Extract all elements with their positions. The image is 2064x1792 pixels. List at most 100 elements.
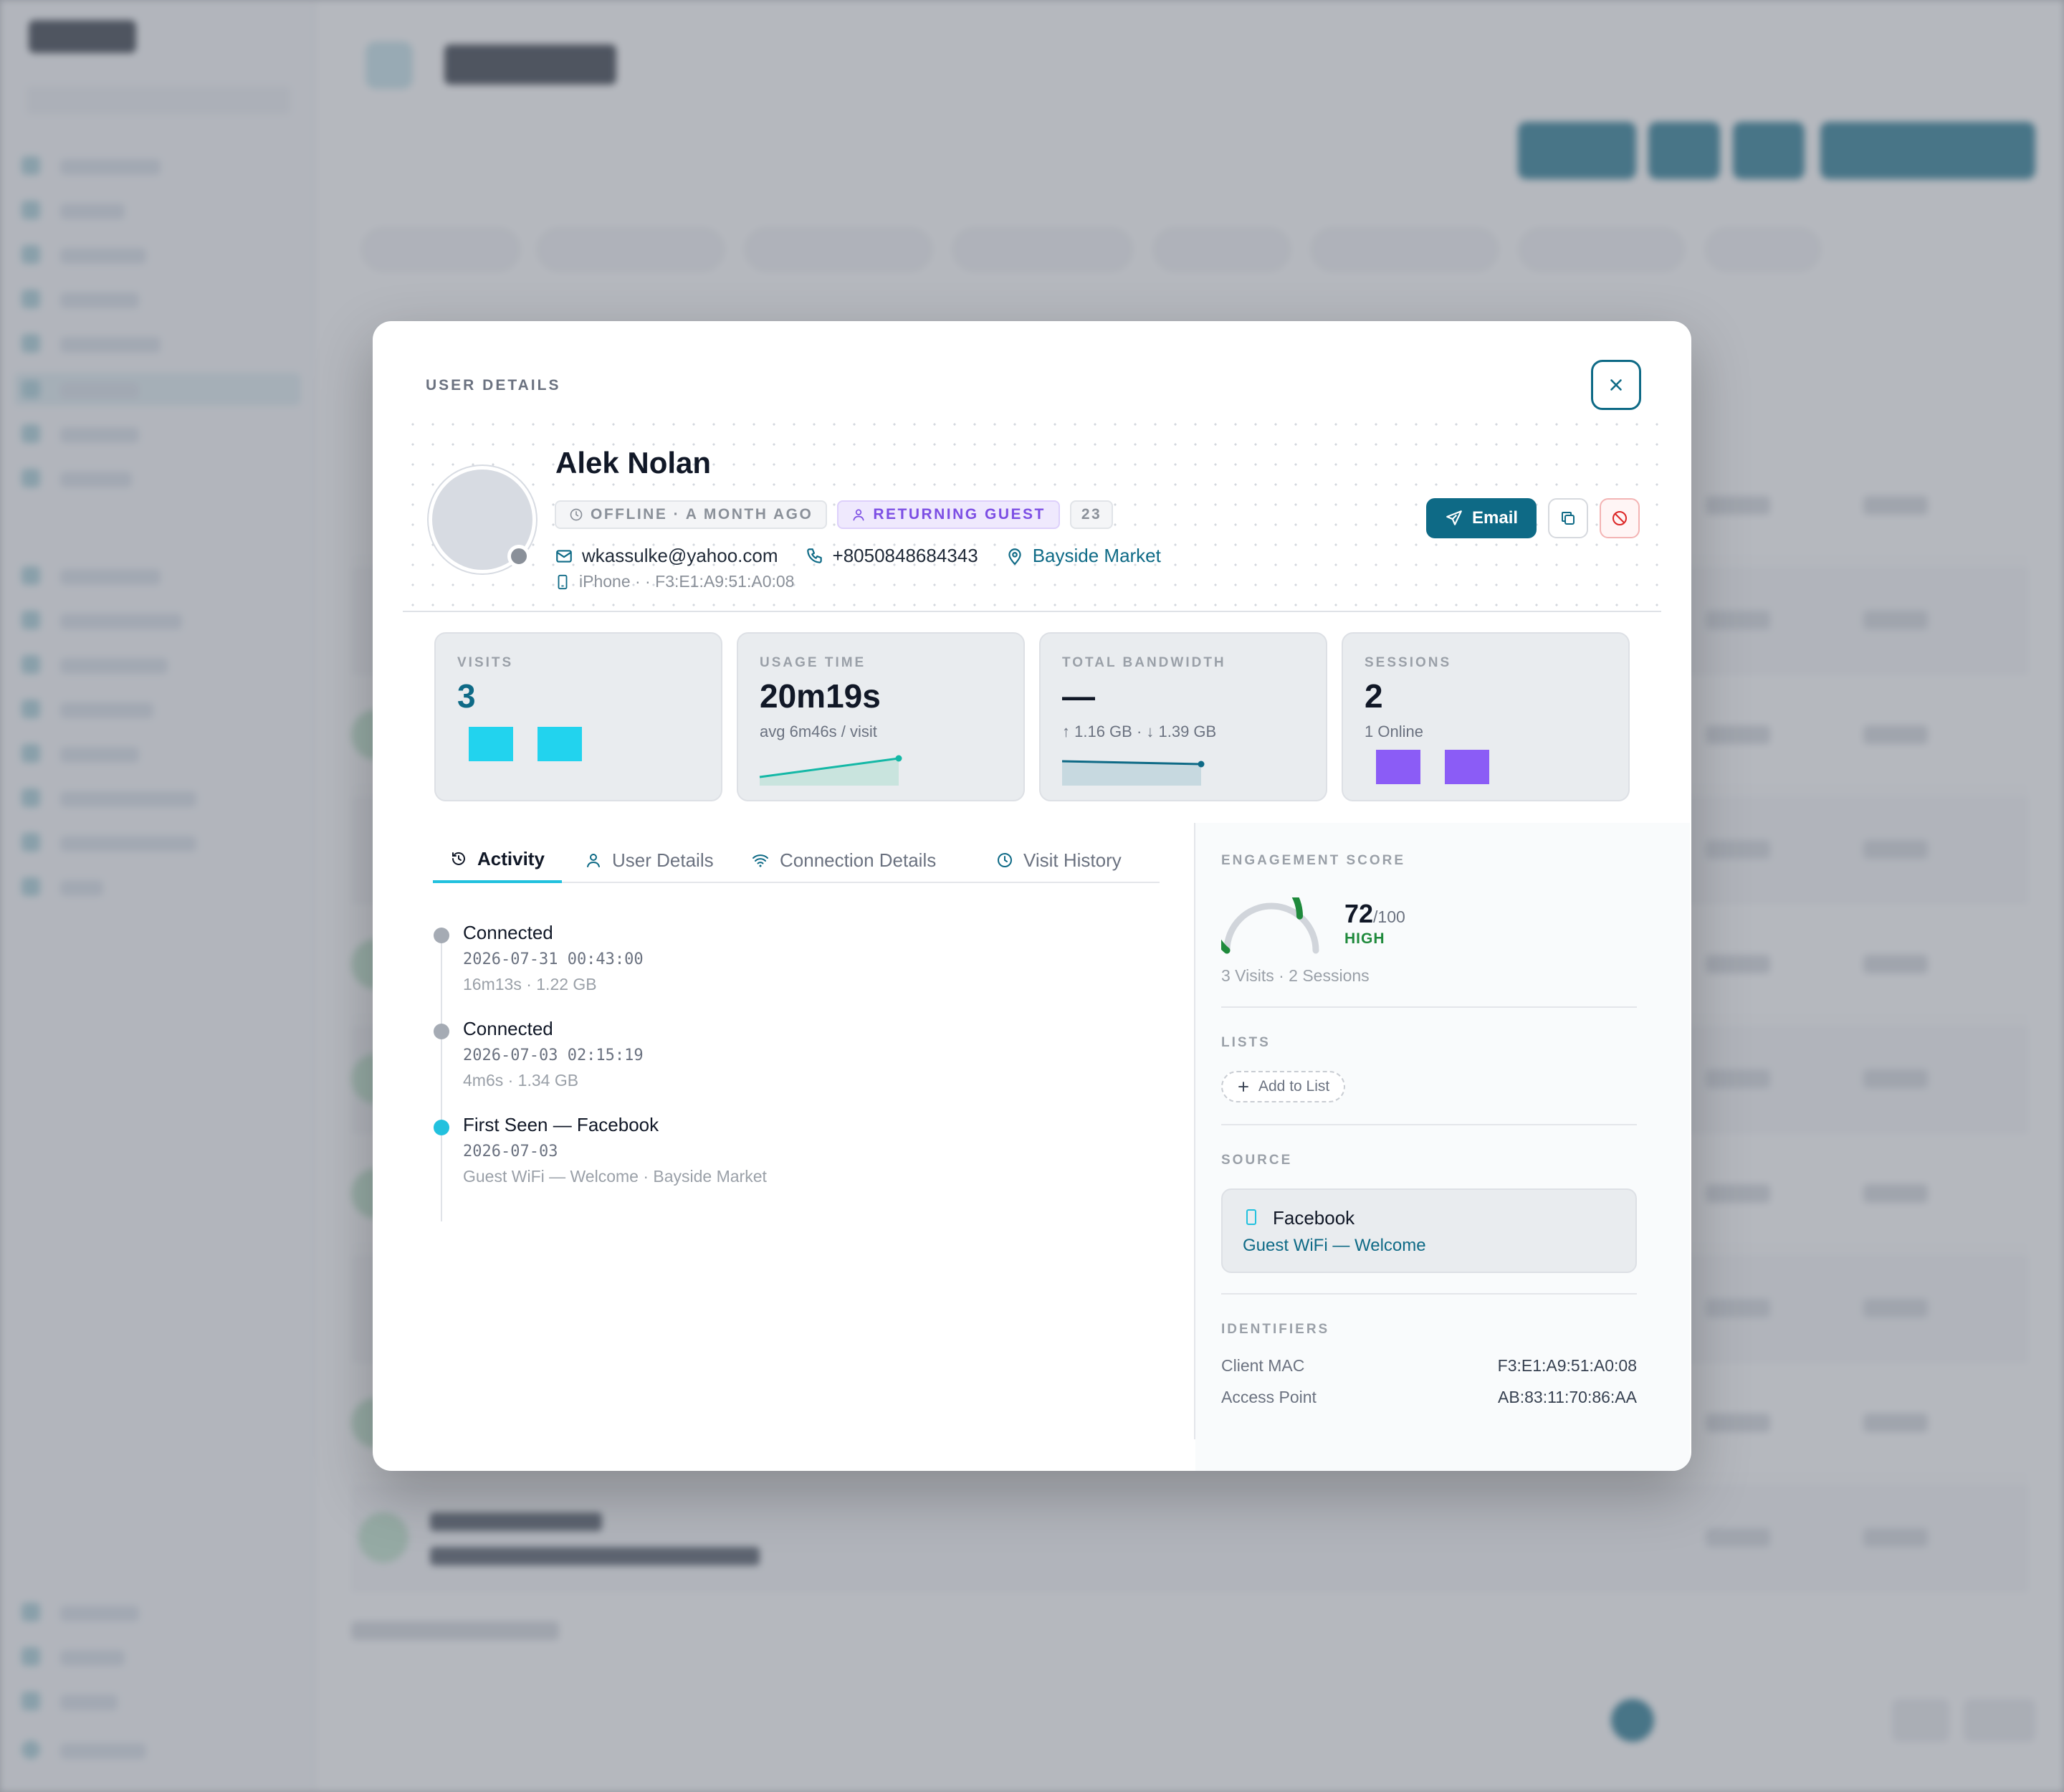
plus-icon [1238, 1082, 1248, 1092]
profile-actions: Email [1426, 498, 1640, 538]
timeline-title: Connected [463, 922, 553, 943]
identifier-value: AB:83:11:70:86:AA [1498, 1388, 1637, 1406]
identifier-value: F3:E1:A9:51:A0:08 [1497, 1356, 1637, 1375]
phone-icon [806, 548, 822, 563]
timeline-meta: Guest WiFi — Welcome · Bayside Market [463, 1167, 767, 1186]
engagement-score: 72/100 [1344, 899, 1405, 929]
badge-row: OFFLINE · A MONTH AGO RETURNING GUEST 23 [555, 500, 1114, 529]
email-text: wkassulke@yahoo.com [582, 545, 778, 566]
phone-contact[interactable]: +8050848684343 [806, 545, 978, 567]
timeline-meta: 16m13s · 1.22 GB [463, 975, 597, 993]
wifi-icon [752, 854, 768, 867]
email-contact[interactable]: wkassulke@yahoo.com [555, 545, 778, 567]
identifier-row-access-point: Access Point AB:83:11:70:86:AA [1221, 1388, 1637, 1407]
tab-user-details[interactable]: User Details [585, 837, 714, 883]
close-icon [1610, 379, 1622, 391]
clock-icon [570, 508, 583, 521]
stat-label: TOTAL BANDWIDTH [1062, 655, 1226, 670]
identifier-key: Access Point [1221, 1388, 1317, 1406]
user-icon [853, 509, 864, 521]
timeline-dot [434, 1120, 449, 1135]
stat-card-usage-time: USAGE TIME 20m19s avg 6m46s / visit [737, 632, 1025, 801]
section-divider [1221, 1293, 1637, 1295]
contact-row: wkassulke@yahoo.com +8050848684343 Baysi… [555, 545, 1161, 567]
stat-card-sessions: SESSIONS 2 1 Online [1342, 632, 1630, 801]
status-badge-label: OFFLINE · A MONTH AGO [591, 506, 813, 523]
score-number: 72 [1344, 899, 1374, 928]
timeline-time: 2026-07-31 00:43:00 [463, 950, 644, 968]
timeline-title: Connected [463, 1018, 553, 1039]
timeline-line [441, 939, 442, 1221]
location-pin-icon [1008, 548, 1021, 565]
returning-guest-label: RETURNING GUEST [873, 506, 1046, 523]
add-to-list-button[interactable]: Add to List [1221, 1071, 1346, 1102]
tab-activity[interactable]: Activity [433, 837, 562, 883]
send-icon [1446, 510, 1462, 525]
bandwidth-sparkline [1061, 760, 1205, 786]
offline-status-dot [507, 545, 530, 568]
copy-icon [1562, 512, 1575, 525]
stat-sub: ↑ 1.16 GB · ↓ 1.39 GB [1062, 723, 1217, 740]
visit-bar [538, 727, 582, 761]
returning-guest-badge: RETURNING GUEST [837, 500, 1060, 529]
stat-label: SESSIONS [1365, 655, 1452, 670]
header-divider [403, 611, 1661, 612]
clock-icon [998, 853, 1012, 867]
source-sub: Guest WiFi — Welcome [1243, 1236, 1426, 1255]
timeline-title: First Seen — Facebook [463, 1114, 659, 1135]
location-text: Bayside Market [1032, 545, 1161, 566]
status-badge: OFFLINE · A MONTH AGO [555, 500, 828, 529]
device-row: iPhone · · F3:E1:A9:51:A0:08 [555, 572, 794, 591]
source-name: Facebook [1273, 1207, 1355, 1229]
right-panel [1195, 823, 1690, 1471]
user-icon [587, 854, 600, 867]
stat-value: — [1062, 677, 1095, 715]
timeline-meta: 4m6s · 1.34 GB [463, 1071, 579, 1090]
tab-visit-history[interactable]: Visit History [996, 837, 1122, 883]
close-button[interactable] [1591, 360, 1641, 410]
timeline-dot [434, 1024, 449, 1039]
stat-card-visits: VISITS 3 [434, 632, 722, 801]
email-button[interactable]: Email [1426, 498, 1537, 538]
lists-label: LISTS [1221, 1035, 1271, 1050]
usage-sparkline [759, 755, 902, 786]
stat-value: 20m19s [760, 677, 881, 715]
count-badge: 23 [1069, 500, 1114, 529]
engagement-label: ENGAGEMENT SCORE [1221, 853, 1406, 868]
stat-label: USAGE TIME [760, 655, 866, 670]
device-text: iPhone · · F3:E1:A9:51:A0:08 [579, 572, 795, 591]
tab-label: Activity [477, 847, 545, 869]
engagement-gauge [1221, 897, 1319, 954]
email-button-label: Email [1472, 508, 1519, 528]
panel-divider [1194, 823, 1195, 1439]
modal-title: USER DETAILS [426, 377, 561, 394]
identifier-row-client-mac: Client MAC F3:E1:A9:51:A0:08 [1221, 1356, 1637, 1376]
tab-label: Connection Details [780, 849, 937, 871]
engagement-note: 3 Visits · 2 Sessions [1221, 966, 1370, 985]
gauge-track [1223, 902, 1319, 954]
tab-connection-details[interactable]: Connection Details [751, 837, 936, 883]
detail-tabs: Activity User Details Connection Details… [433, 837, 1160, 883]
stat-value: 2 [1365, 677, 1383, 715]
source-label: SOURCE [1221, 1153, 1293, 1168]
engagement-level: HIGH [1344, 930, 1385, 947]
source-card[interactable]: Facebook Guest WiFi — Welcome [1221, 1188, 1637, 1273]
identifier-key: Client MAC [1221, 1356, 1305, 1375]
mail-icon [556, 549, 572, 563]
session-bar [1376, 750, 1420, 784]
timeline-time: 2026-07-03 02:15:19 [463, 1047, 644, 1064]
tab-label: User Details [612, 849, 714, 871]
add-to-list-label: Add to List [1258, 1078, 1330, 1095]
smartphone-icon [1246, 1209, 1256, 1225]
user-name: Alek Nolan [555, 446, 712, 480]
visit-bar [469, 727, 513, 761]
location-link[interactable]: Bayside Market [1005, 545, 1161, 567]
block-icon [1612, 511, 1628, 525]
tab-label: Visit History [1023, 849, 1122, 871]
session-bar [1445, 750, 1489, 784]
stat-sub: 1 Online [1365, 723, 1423, 740]
stat-label: VISITS [457, 655, 514, 670]
score-max: /100 [1373, 907, 1405, 926]
block-button[interactable] [1600, 498, 1640, 538]
copy-button[interactable] [1548, 498, 1589, 538]
